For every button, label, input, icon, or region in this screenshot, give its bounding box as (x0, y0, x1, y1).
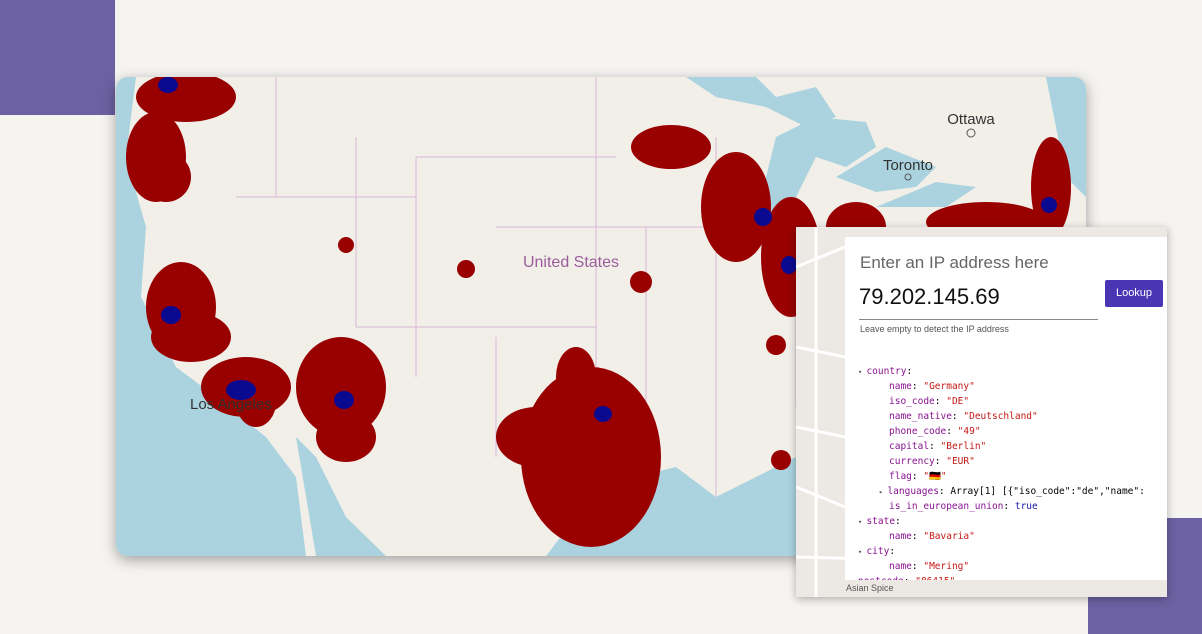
input-hint: Leave empty to detect the IP address (860, 324, 1009, 334)
colon: : (951, 411, 964, 422)
city-label: Los Angeles (190, 396, 272, 413)
toggle: ▾ (858, 368, 867, 376)
colon: : (911, 381, 924, 392)
colon: : (904, 576, 915, 580)
key: country (866, 366, 907, 377)
inset-streets: Asian Spice (796, 227, 1167, 597)
tree-row: iso_code: "DE" (889, 396, 969, 407)
value: "Germany" (923, 381, 975, 392)
value: "🇩🇪" (923, 471, 947, 482)
tree-row: phone_code: "49" (889, 426, 981, 437)
key: city (866, 546, 890, 557)
tree-row: ▾ country: (858, 366, 912, 377)
tree-row: ▸ languages: Array[1] [{"iso_code":"de",… (879, 486, 1145, 497)
key: iso_code (889, 396, 935, 407)
tree-row: name: "Mering" (889, 561, 969, 572)
value: "86415" (915, 576, 955, 580)
tree-row: name: "Bavaria" (889, 531, 975, 542)
value: "Berlin" (940, 441, 987, 452)
key: languages (887, 486, 939, 497)
country-label: United States (523, 254, 619, 271)
value: "EUR" (946, 456, 975, 467)
colon: : (934, 456, 947, 467)
deco-block (0, 0, 115, 115)
tree-row: currency: "EUR" (889, 456, 975, 467)
input-placeholder: Enter an IP address here (860, 253, 1049, 272)
value: "Bavaria" (923, 531, 975, 542)
key: name (889, 531, 912, 542)
key: is_in_european_union (889, 501, 1004, 512)
colon: : (929, 441, 941, 452)
toggle: ▾ (858, 548, 867, 556)
lookup-button[interactable]: Lookup (1105, 280, 1163, 307)
city-label: Ottawa (947, 111, 995, 128)
input-underline (859, 319, 1098, 320)
lookup-panel: Enter an IP address here 79.202.145.69 L… (845, 237, 1167, 580)
key: postcode (858, 576, 904, 580)
toggle: ▾ (858, 518, 867, 526)
key: name_native (889, 411, 952, 422)
tree-row: name_native: "Deutschland" (889, 411, 1038, 422)
colon: : (895, 516, 901, 527)
value: true (1014, 501, 1038, 512)
colon: : (906, 366, 913, 377)
tree-row: ▾ state: (858, 516, 901, 527)
tree-row: ▾ city: (858, 546, 895, 557)
colon: : (911, 561, 924, 572)
place-label: Asian Spice (846, 583, 894, 593)
tree-row: flag: "🇩🇪" (889, 471, 947, 482)
colon: : (934, 396, 947, 407)
value: Array[1] [{"iso_code":"de","name": (950, 486, 1145, 497)
tree-row: name: "Germany" (889, 381, 975, 392)
tree-row: is_in_european_union: true (889, 501, 1038, 512)
colon: : (938, 486, 951, 497)
key: state (866, 516, 896, 527)
colon: : (1003, 501, 1015, 512)
key: flag (889, 471, 912, 482)
key: capital (889, 441, 930, 452)
value: "49" (957, 426, 981, 437)
tree-row: capital: "Berlin" (889, 441, 986, 452)
city-label: Toronto (883, 157, 933, 174)
ip-input[interactable]: 79.202.145.69 (859, 284, 1000, 309)
colon: : (946, 426, 958, 437)
key: phone_code (889, 426, 947, 437)
key: currency (889, 456, 935, 467)
value: "DE" (946, 396, 970, 407)
tree-row: postcode: "86415" (858, 576, 955, 580)
value: "Mering" (923, 561, 970, 572)
toggle: ▸ (879, 488, 888, 496)
colon: : (889, 546, 896, 557)
colon: : (911, 531, 924, 542)
colon: : (911, 471, 924, 482)
key: name (889, 561, 912, 572)
key: name (889, 381, 912, 392)
value: "Deutschland" (963, 411, 1038, 422)
